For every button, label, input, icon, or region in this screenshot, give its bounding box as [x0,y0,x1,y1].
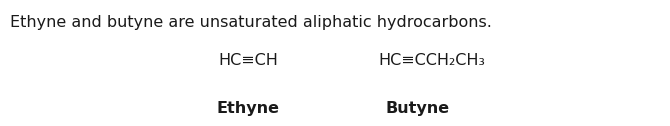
Text: Butyne: Butyne [385,101,450,116]
Text: Ethyne: Ethyne [216,101,279,116]
Text: Ethyne and butyne are unsaturated aliphatic hydrocarbons.: Ethyne and butyne are unsaturated alipha… [10,15,492,30]
Text: HC≡CCH₂CH₃: HC≡CCH₂CH₃ [379,53,486,68]
Text: HC≡CH: HC≡CH [218,53,278,68]
